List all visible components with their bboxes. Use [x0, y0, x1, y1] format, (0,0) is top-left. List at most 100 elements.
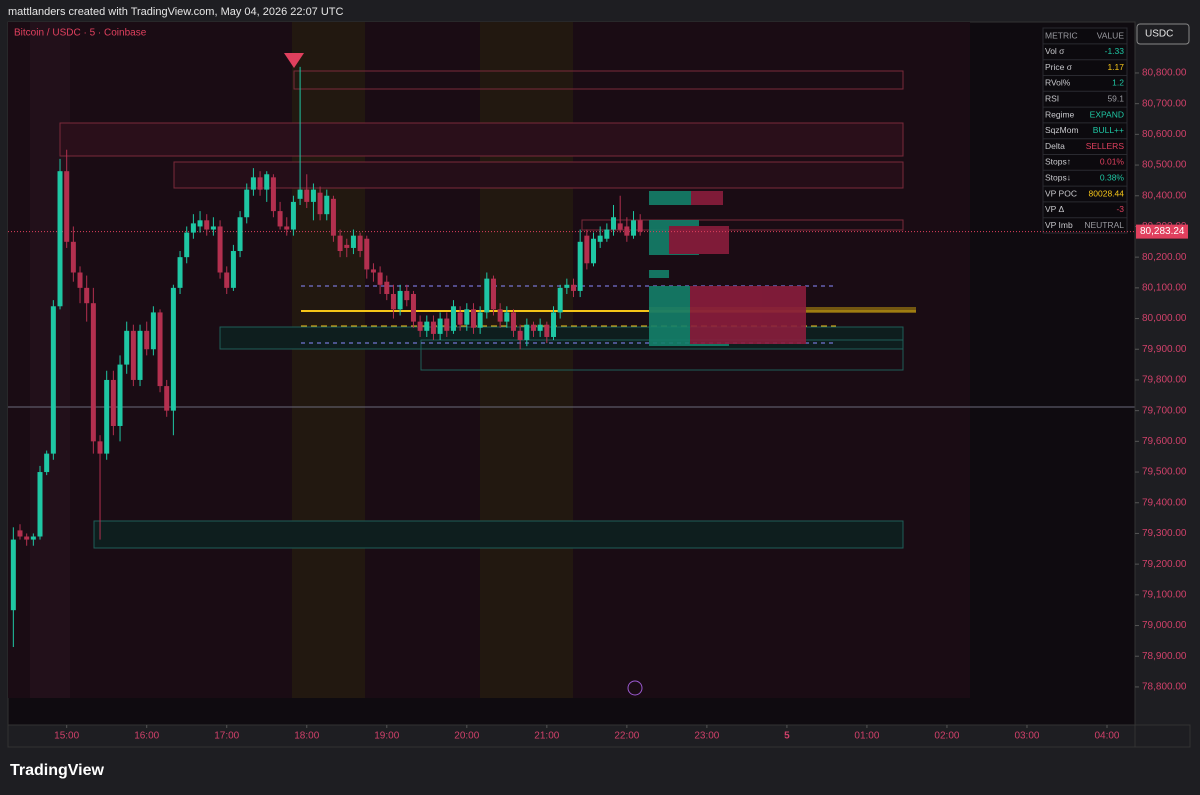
table-metric: Vol σ [1045, 46, 1065, 56]
candle-body [224, 272, 230, 288]
table-value: -1.33 [1105, 46, 1125, 56]
candle-body [230, 251, 236, 288]
header-title: mattlanders created with TradingView.com… [8, 6, 344, 18]
logo: TradingView [10, 762, 105, 779]
candle-body [84, 287, 90, 304]
candle-body [277, 211, 283, 227]
candle-body [190, 223, 196, 233]
candle-body [584, 235, 590, 264]
candle-body [490, 278, 496, 310]
vp-bar [669, 226, 729, 254]
candle-body [204, 220, 210, 230]
candle-body [64, 171, 70, 242]
table-header: VALUE [1097, 30, 1125, 40]
x-tick-label: 21:00 [534, 731, 559, 742]
candle-body [464, 309, 470, 325]
candle-body [104, 379, 110, 454]
candle-body [157, 312, 163, 387]
volume-profile [649, 191, 806, 346]
candle-body [564, 284, 570, 288]
candle-body [624, 226, 630, 236]
candle-body [250, 177, 256, 190]
candle-body [10, 539, 16, 611]
table-metric: Price σ [1045, 62, 1073, 72]
candle-body [184, 232, 190, 258]
candle-body [410, 293, 416, 322]
table-value: 59.1 [1107, 93, 1124, 103]
candle-body [257, 177, 263, 190]
candle-body [150, 312, 156, 350]
candle-body [611, 217, 617, 230]
candle-body [510, 312, 516, 331]
candle-body [117, 364, 123, 426]
y-tick-label: 80,700.00 [1142, 98, 1187, 109]
candle-body [631, 220, 637, 236]
candle-body [444, 318, 450, 331]
vp-bar [649, 270, 669, 278]
candle-body [357, 235, 363, 252]
table-value: 80028.44 [1089, 188, 1125, 198]
zone [59, 122, 904, 157]
candle-body [244, 189, 250, 218]
last-price-label: 80,283.24 [1140, 226, 1185, 237]
y-tick-label: 80,600.00 [1142, 129, 1187, 140]
candle-body [544, 324, 550, 337]
x-tick-label: 17:00 [214, 731, 239, 742]
table-metric: Stops↓ [1045, 172, 1071, 182]
candle-body [550, 312, 556, 337]
candle-body [217, 226, 223, 273]
y-tick-label: 79,300.00 [1142, 528, 1187, 539]
candles [10, 66, 643, 648]
candle-body [504, 312, 510, 322]
candle-body [37, 472, 43, 537]
x-tick-label: 15:00 [54, 731, 79, 742]
metrics-table [1042, 27, 1128, 234]
table-metric: VP Imb [1045, 220, 1073, 230]
alert-icon[interactable] [627, 680, 643, 696]
vp-bar [690, 286, 806, 344]
candle-body [324, 195, 330, 215]
candle-body [370, 269, 376, 273]
candle-body [350, 235, 356, 248]
table-header: METRIC [1045, 30, 1078, 40]
candle-body [30, 536, 36, 540]
candle-body [577, 241, 583, 291]
candle-body [237, 217, 243, 252]
candle-body [364, 238, 370, 270]
candle-body [270, 177, 276, 212]
candle-body [524, 324, 530, 341]
candle-body [437, 318, 443, 334]
candle-body [164, 386, 170, 411]
y-tick-label: 79,000.00 [1142, 620, 1187, 631]
candle-body [397, 290, 403, 310]
y-tick-label: 78,900.00 [1142, 651, 1187, 662]
zone [93, 520, 904, 549]
table-metric: VP POC [1045, 188, 1077, 198]
candle-body [497, 309, 503, 322]
y-tick-label: 80,000.00 [1142, 313, 1187, 324]
y-tick-label: 79,800.00 [1142, 375, 1187, 386]
candle-body [457, 312, 463, 325]
y-tick-label: 79,400.00 [1142, 497, 1187, 508]
candle-body [44, 453, 50, 473]
vp-bar [691, 191, 723, 205]
x-tick-label: 5 [784, 731, 790, 742]
candle-body [144, 330, 150, 350]
x-tick-label: 22:00 [614, 731, 639, 742]
currency-button[interactable] [1136, 23, 1190, 45]
candle-body [264, 174, 270, 190]
table-value: 0.38% [1100, 172, 1125, 182]
y-tick-label: 79,900.00 [1142, 344, 1187, 355]
candle-body [77, 272, 83, 288]
candle-body [124, 330, 130, 365]
symbol-title: Bitcoin / USDC · 5 · Coinbase [14, 28, 147, 39]
candle-body [177, 257, 183, 288]
table-value: EXPAND [1090, 109, 1124, 119]
candle-body [57, 171, 63, 307]
candle-body [390, 293, 396, 310]
candle-body [617, 223, 623, 230]
zone [293, 70, 904, 90]
candle-body [637, 220, 643, 232]
